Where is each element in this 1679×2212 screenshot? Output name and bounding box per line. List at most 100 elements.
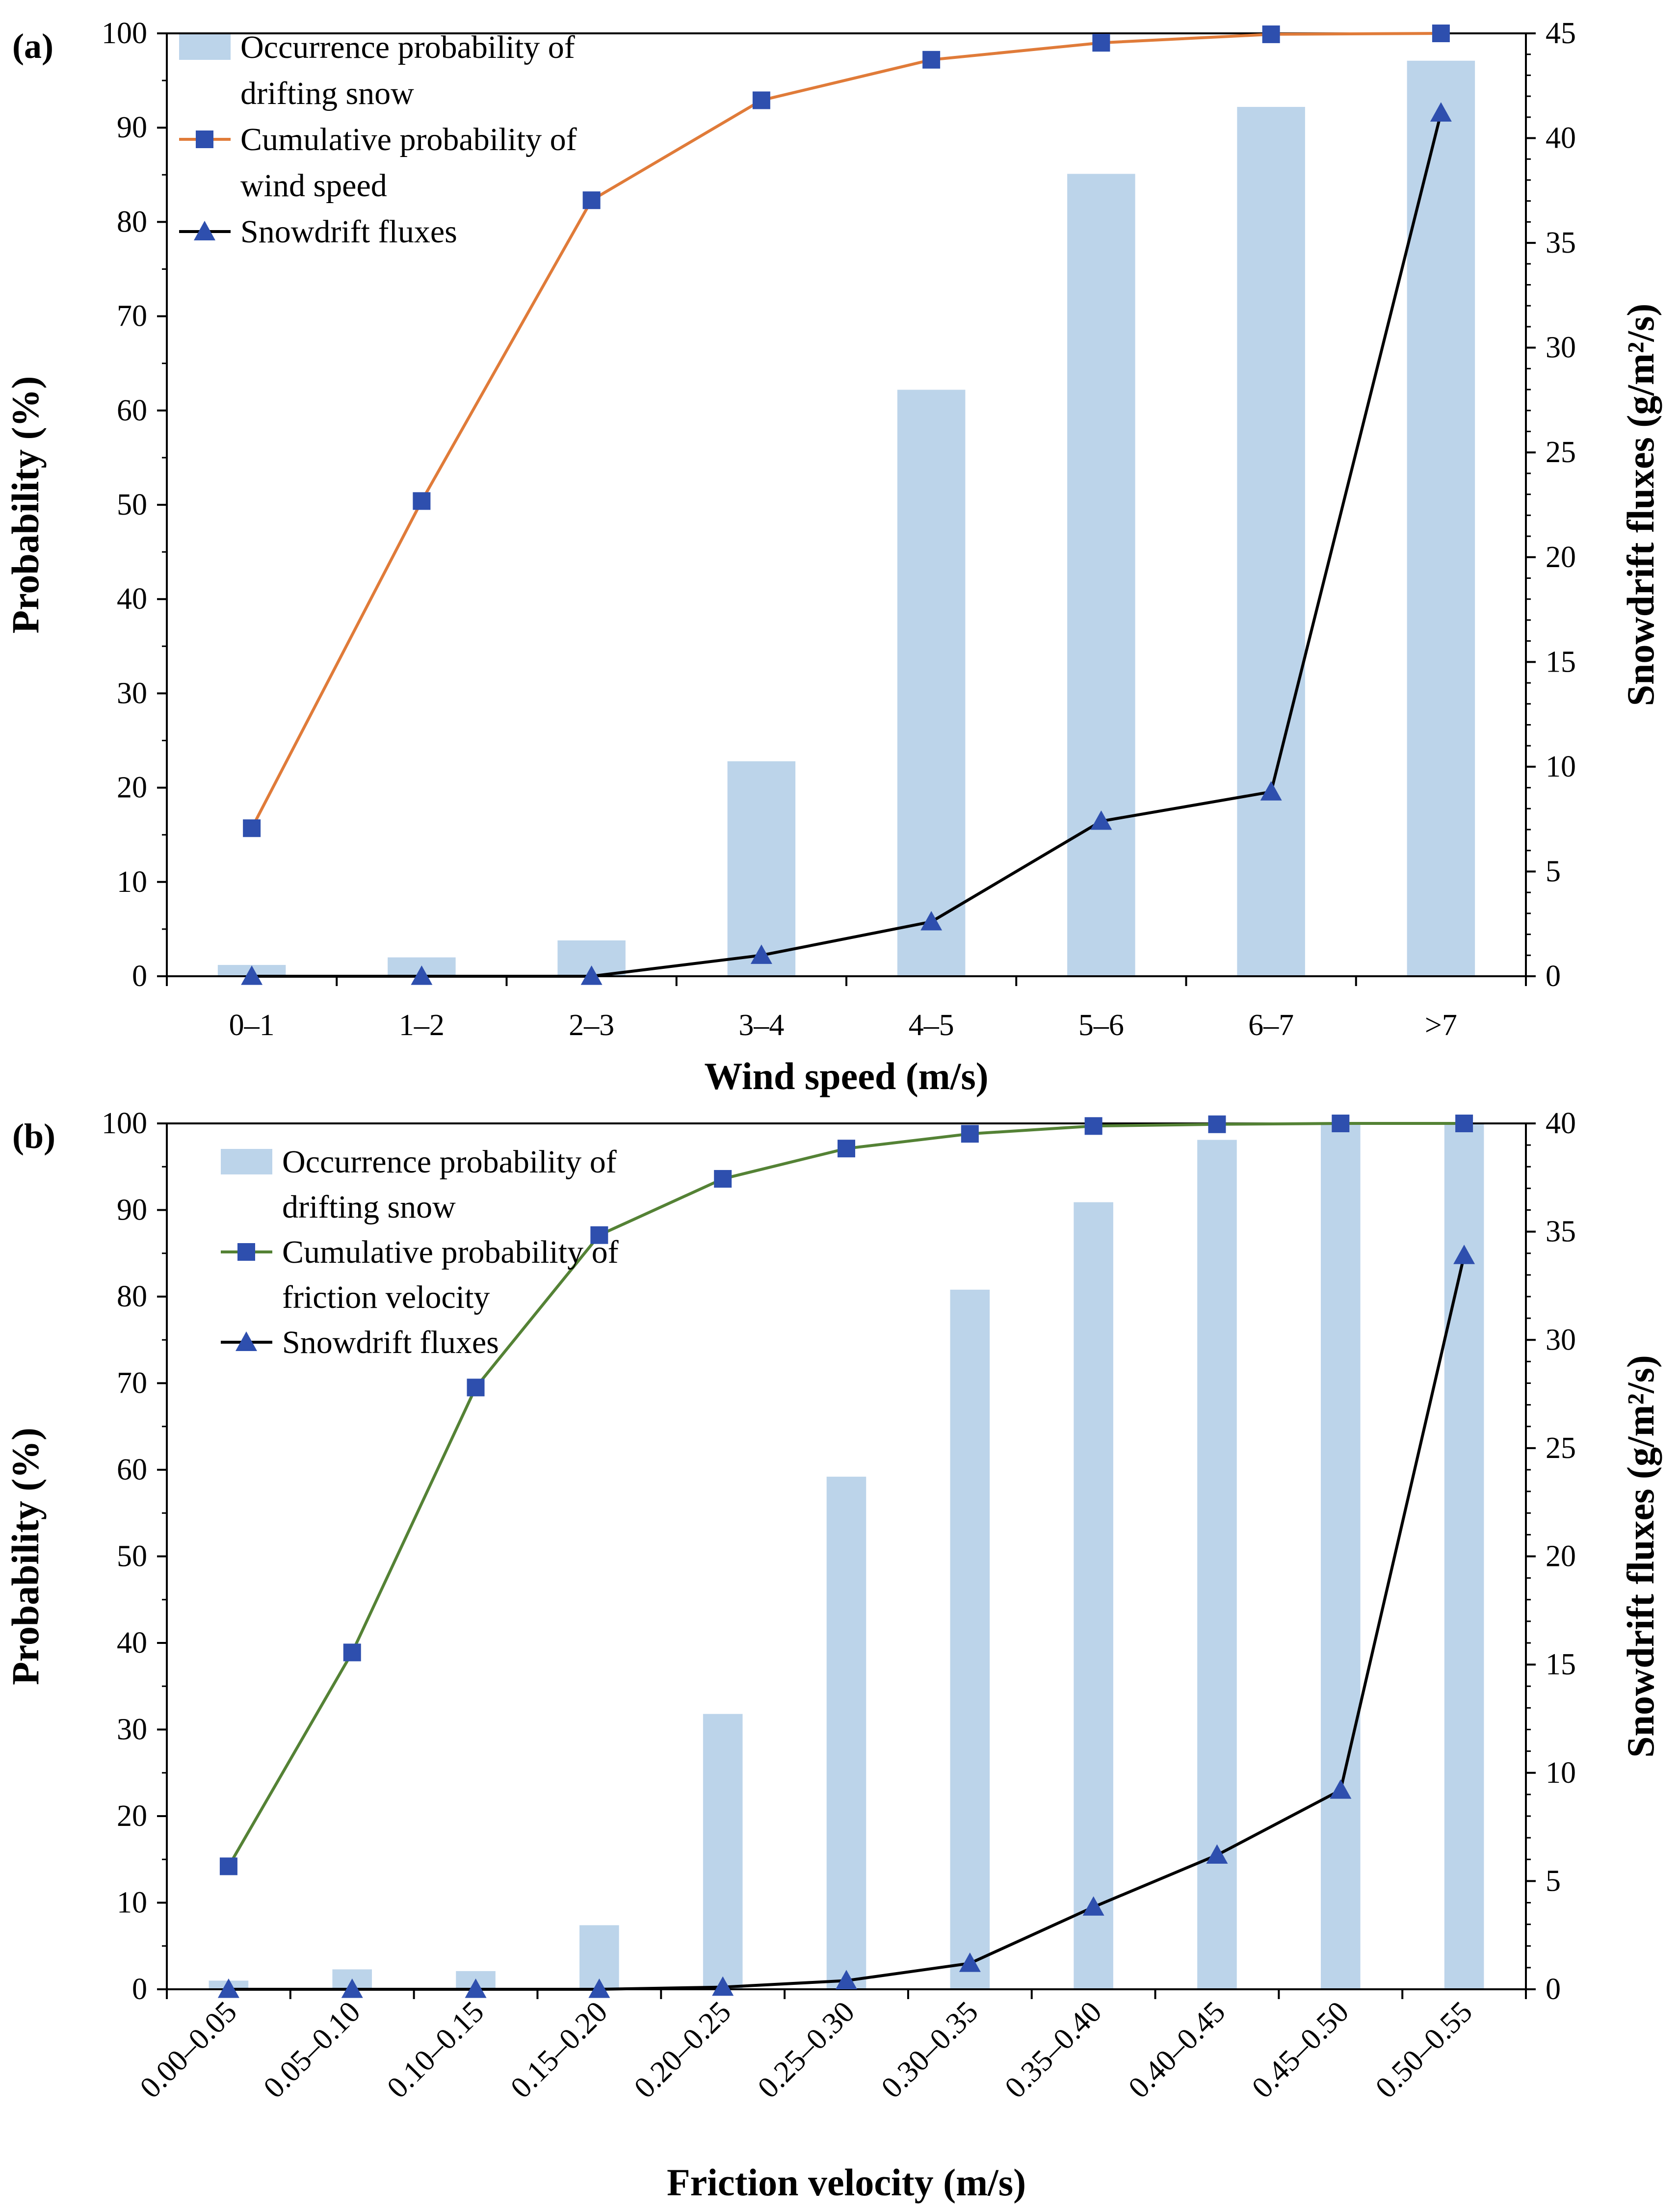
- flux-marker-5: [836, 1970, 857, 1989]
- y-tick-label: 10: [117, 865, 147, 899]
- y-tick-label: 70: [117, 300, 147, 333]
- flux-marker-8: [1206, 1844, 1228, 1864]
- x-tick-label: 2–3: [569, 1009, 614, 1042]
- bar-0-35-0-40: [1074, 1202, 1113, 1989]
- legend-swatch-square-marker: [196, 130, 213, 148]
- flux-marker-10: [1453, 1245, 1475, 1264]
- y2-tick-label: 30: [1546, 331, 1576, 364]
- legend: Occurrence probability of drifting snow Cu…: [221, 1144, 619, 1360]
- y2-tick-label: 0: [1546, 960, 1561, 993]
- legend-swatch-square-marker: [237, 1243, 255, 1261]
- legend-label: Occurrence probability of: [240, 29, 575, 65]
- y-axis-title: Probability (%): [4, 1428, 47, 1685]
- cumulative-marker-10: [1455, 1115, 1473, 1132]
- y-tick-label: 70: [117, 1367, 147, 1400]
- y-tick-label: 0: [132, 1973, 147, 2006]
- flux-marker-3: [750, 944, 772, 964]
- y-tick-label: 50: [117, 488, 147, 521]
- legend-label: Cumulative probability of: [282, 1234, 619, 1270]
- y2-tick-label: 40: [1546, 1107, 1576, 1140]
- x-tick-label: >7: [1425, 1009, 1457, 1042]
- y-axis-title: Probability (%): [4, 376, 47, 633]
- legend-label: Snowdrift fluxes: [240, 214, 457, 250]
- y2-tick-label: 25: [1546, 1431, 1576, 1465]
- y-tick-label: 40: [117, 1626, 147, 1660]
- legend-swatch-triangle-marker: [236, 1331, 257, 1351]
- legend-label: Cumulative probability of: [240, 122, 577, 157]
- cumulative-marker-9: [1332, 1115, 1350, 1132]
- cumulative-marker-5: [838, 1140, 855, 1158]
- y-tick-label: 20: [117, 1799, 147, 1833]
- flux-marker-6: [1260, 781, 1282, 801]
- y2-tick-label: 5: [1546, 855, 1561, 888]
- y-tick-label: 40: [117, 582, 147, 616]
- flux-marker-7: [1082, 1896, 1104, 1916]
- cumulative-marker-7: [1432, 25, 1450, 42]
- bar-6-7: [1237, 106, 1305, 976]
- flux-marker-2: [465, 1978, 487, 1998]
- x-tick-label: 0–1: [229, 1009, 275, 1042]
- y2-tick-label: 15: [1546, 645, 1576, 678]
- y-tick-label: 30: [117, 1713, 147, 1746]
- cumulative-marker-6: [961, 1125, 979, 1143]
- legend-label: drifting snow: [282, 1189, 456, 1225]
- flux-marker-9: [1330, 1779, 1352, 1799]
- flux-marker-4: [712, 1976, 734, 1996]
- snowdrift-flux-line: [252, 112, 1443, 978]
- flux-marker-0: [217, 1978, 239, 1998]
- x-tick-label: 1–2: [399, 1009, 445, 1042]
- legend-label: Snowdrift fluxes: [282, 1325, 499, 1360]
- flux-marker-4: [920, 911, 943, 931]
- y2-tick-label: 35: [1546, 226, 1576, 260]
- cumulative-marker-4: [714, 1170, 732, 1188]
- y-tick-label: 60: [117, 394, 147, 427]
- flux-marker-6: [959, 1952, 981, 1972]
- bar-0-50-0-55: [1444, 1123, 1484, 1989]
- flux-marker-3: [588, 1978, 610, 1998]
- y2-axis-title: Snowdrift fluxes (g/m²/s): [1619, 1355, 1662, 1758]
- cumulative-marker-5: [1092, 34, 1110, 52]
- bar-0-20-0-25: [703, 1714, 743, 1989]
- y-tick-label: 80: [117, 205, 147, 238]
- cumulative-marker-3: [590, 1226, 608, 1244]
- bar-0-25-0-30: [826, 1477, 866, 1989]
- y-tick-label: 100: [102, 1107, 147, 1140]
- flux-marker-7: [1430, 102, 1452, 122]
- legend-label: wind speed: [240, 168, 387, 204]
- y2-tick-label: 10: [1546, 1756, 1576, 1790]
- flux-marker-2: [580, 965, 603, 985]
- x-tick-label: 6–7: [1248, 1009, 1294, 1042]
- flux-marker-1: [341, 1978, 363, 1998]
- x-tick-label: 4–5: [909, 1009, 954, 1042]
- cumulative-probability-line: [250, 32, 1441, 829]
- legend-swatch-bar: [179, 34, 231, 60]
- y-tick-label: 30: [117, 677, 147, 710]
- y2-tick-label: 25: [1546, 436, 1576, 469]
- cumulative-marker-7: [1084, 1117, 1102, 1135]
- y-tick-label: 60: [117, 1453, 147, 1486]
- flux-marker-5: [1090, 810, 1112, 830]
- cumulative-marker-1: [413, 492, 431, 510]
- flux-marker-0: [241, 965, 263, 985]
- bar--7: [1407, 60, 1475, 976]
- y2-tick-label: 30: [1546, 1323, 1576, 1356]
- y2-tick-label: 0: [1546, 1973, 1561, 2006]
- bar-3-4: [727, 761, 796, 976]
- y-tick-label: 90: [117, 1194, 147, 1227]
- panel-label: (b): [12, 1117, 55, 1156]
- y2-tick-label: 15: [1546, 1648, 1576, 1681]
- bar-4-5: [897, 390, 966, 976]
- cumulative-marker-3: [752, 91, 770, 109]
- cumulative-marker-0: [243, 819, 261, 837]
- y2-tick-label: 40: [1546, 122, 1576, 155]
- y2-axis-title: Snowdrift fluxes (g/m²/s): [1619, 304, 1662, 706]
- y2-tick-label: 45: [1546, 17, 1576, 50]
- y2-tick-label: 10: [1546, 750, 1576, 783]
- y-tick-label: 100: [102, 17, 147, 50]
- cumulative-marker-8: [1208, 1115, 1226, 1133]
- cumulative-marker-4: [922, 51, 941, 69]
- legend-label: drifting snow: [240, 76, 414, 111]
- cumulative-marker-2: [582, 191, 601, 209]
- y2-tick-label: 20: [1546, 1540, 1576, 1573]
- bar-0-45-0-50: [1320, 1123, 1361, 1989]
